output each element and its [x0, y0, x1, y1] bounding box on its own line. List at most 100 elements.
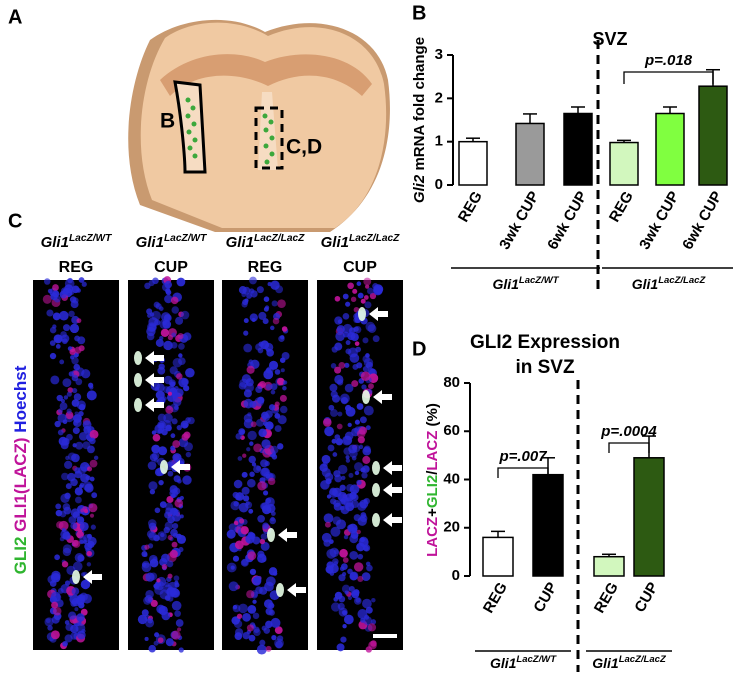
nucleus: [178, 647, 184, 653]
nucleus: [347, 595, 353, 601]
nucleus: [144, 636, 149, 642]
nucleus: [246, 624, 254, 632]
nucleus: [62, 640, 68, 647]
nucleus: [59, 310, 69, 321]
nucleus: [235, 433, 242, 440]
nucleus: [179, 514, 184, 519]
nucleus: [176, 627, 182, 632]
nucleus: [359, 416, 367, 424]
nucleus: [86, 550, 93, 557]
nucleus: [230, 500, 240, 511]
bar: [482, 536, 514, 577]
nucleus: [261, 625, 267, 631]
nucleus: [74, 335, 81, 342]
nucleus: [233, 479, 243, 489]
nucleus: [369, 292, 377, 300]
nucleus: [349, 571, 359, 581]
nucleus: [344, 590, 349, 595]
nucleus: [370, 619, 377, 625]
nucleus: [56, 521, 64, 529]
x-tick-label: REG: [480, 579, 511, 616]
nucleus: [164, 294, 173, 304]
nucleus: [256, 418, 264, 427]
nucleus: [279, 357, 286, 363]
nucleus: [329, 547, 340, 558]
y-tick-label: 2: [435, 89, 443, 106]
gene-name: Gli1: [136, 234, 164, 251]
nucleus: [158, 479, 164, 486]
genotype-sup: LacZ/LacZ: [254, 232, 305, 243]
nucleus: [167, 573, 173, 579]
arrow: [171, 460, 190, 474]
nucleus: [243, 389, 252, 398]
nucleus: [349, 449, 358, 458]
nucleus: [329, 487, 338, 496]
x-tick-label: 6wk CUP: [544, 188, 591, 252]
nucleus: [257, 553, 267, 563]
nucleus: [52, 312, 61, 321]
nucleus: [160, 328, 170, 337]
nucleus: [76, 288, 81, 293]
nucleus: [146, 308, 153, 315]
nucleus: [349, 353, 360, 363]
nucleus: [267, 431, 272, 437]
nucleus: [233, 619, 243, 629]
nucleus: [321, 532, 332, 543]
nucleus: [277, 443, 284, 450]
nucleus: [334, 295, 341, 302]
nucleus: [228, 523, 237, 532]
nucleus: [177, 478, 182, 484]
nucleus: [322, 418, 332, 427]
y-label-part: +: [424, 508, 441, 517]
nucleus: [167, 334, 173, 341]
nucleus: [249, 313, 258, 322]
nucleus: [74, 470, 83, 479]
nucleus: [257, 396, 265, 404]
nucleus: [363, 616, 372, 625]
nucleus: [154, 507, 161, 514]
nucleus: [365, 606, 373, 614]
nucleus: [338, 574, 346, 582]
nucleus: [271, 300, 278, 307]
micrograph: [33, 277, 119, 650]
nucleus: [340, 396, 349, 405]
nucleus: [157, 366, 166, 375]
nucleus: [262, 522, 269, 530]
nucleus: [47, 575, 56, 584]
nucleus: [357, 436, 365, 444]
micrograph: [128, 276, 214, 653]
nucleus: [266, 366, 274, 374]
nucleus: [351, 380, 359, 388]
nucleus: [50, 375, 60, 385]
nucleus: [330, 526, 341, 537]
nucleus: [334, 316, 343, 325]
nucleus: [183, 332, 192, 341]
nucleus: [337, 602, 345, 610]
nucleus: [366, 564, 373, 572]
panel-label: C: [8, 210, 22, 232]
nucleus: [352, 288, 358, 294]
nucleus: [330, 390, 338, 398]
nucleus: [170, 493, 176, 499]
nucleus: [253, 465, 261, 474]
nucleus: [80, 508, 85, 513]
nucleus: [174, 610, 181, 617]
nucleus: [243, 413, 253, 423]
nucleus: [167, 534, 173, 541]
nucleus: [157, 428, 163, 434]
stain-name: GLI2: [11, 537, 30, 575]
nucleus: [356, 479, 362, 486]
nucleus: [262, 318, 269, 325]
nucleus: [68, 371, 74, 377]
nucleus: [342, 293, 349, 300]
nucleus: [175, 316, 184, 325]
nucleus: [259, 538, 266, 545]
nucleus: [159, 335, 164, 341]
nucleus: [247, 430, 257, 441]
nucleus: [158, 446, 168, 456]
gene-name: Gli1: [41, 234, 69, 251]
nucleus: [170, 433, 176, 439]
arrow: [83, 570, 102, 584]
nucleus: [69, 348, 76, 356]
nucleus: [360, 467, 366, 473]
